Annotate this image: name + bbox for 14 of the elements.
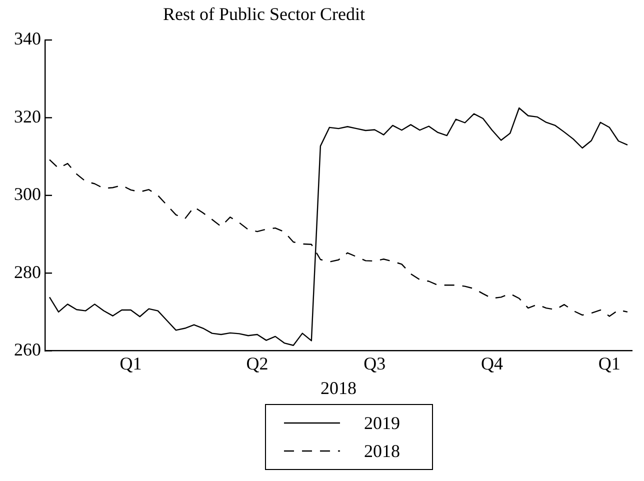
y-tick-label: 260 xyxy=(14,340,41,360)
y-tick-label: 340 xyxy=(14,28,41,49)
x-tick-label: Q1 xyxy=(598,353,620,374)
y-tick-label: 320 xyxy=(14,106,41,126)
y-tick-label: 300 xyxy=(14,184,41,204)
x-axis-title: 2018 xyxy=(320,378,356,398)
x-tick-label: Q2 xyxy=(246,353,268,374)
legend-label: 2018 xyxy=(364,440,400,462)
legend-label: 2019 xyxy=(364,412,400,434)
chart-title: Rest of Public Sector Credit xyxy=(162,4,366,25)
x-tick-label: Q4 xyxy=(481,353,504,374)
x-tick-label: Q3 xyxy=(364,353,386,374)
y-tick-label: 280 xyxy=(14,262,41,282)
x-tick-label: Q1 xyxy=(120,353,142,374)
